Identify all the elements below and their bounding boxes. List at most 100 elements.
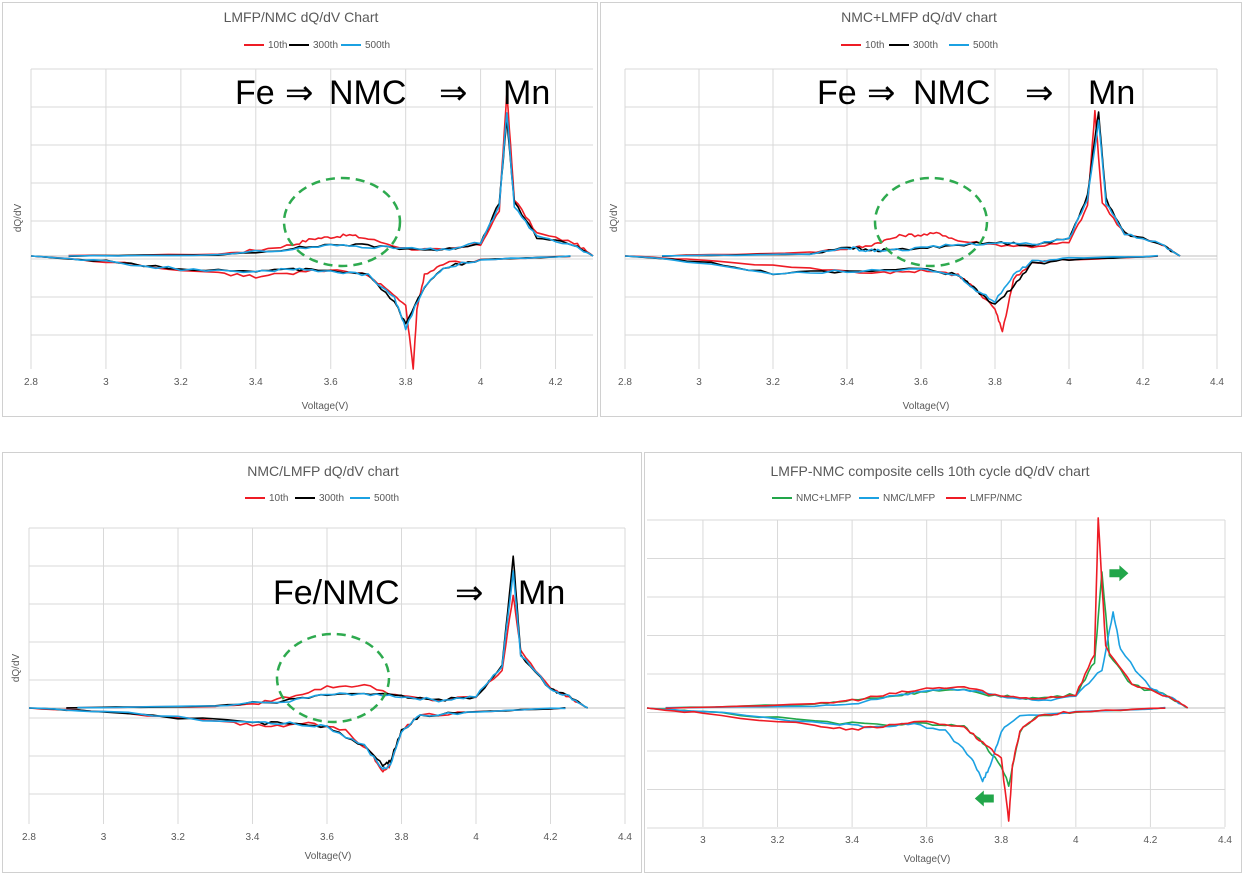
x-tick-label: 4.2 [1136,377,1150,388]
annotation-arrow-1: ⇒ [285,74,314,112]
x-tick-label: 4.4 [1218,835,1232,846]
annotation-mn: Mn [1088,74,1135,112]
legend-label-300th: 300th [319,493,344,504]
chart-svg-nmc-lmfp: NMC/LMFP dQ/dV chart 10th 300th 500th 2.… [11,463,632,862]
x-axis-ticks: 2.8 3 3.2 3.4 3.6 3.8 4 4.2 [24,377,563,388]
x-tick-label: 3.2 [771,835,785,846]
x-tick-label: 3 [101,832,107,843]
shift-arrows [974,565,1129,807]
annotation-arrow-1: ⇒ [867,74,896,112]
x-tick-label: 2.8 [618,377,632,388]
chart-legend: 10th 300th 500th [244,40,390,51]
chart-title: NMC+LMFP dQ/dV chart [841,9,997,25]
x-tick-label: 3.2 [174,377,188,388]
x-tick-label: 3.6 [324,377,338,388]
grid [30,68,593,369]
chart-legend: 10th 300th 500th [841,40,998,51]
annotation-arrow-2: ⇒ [439,74,468,112]
x-tick-label: 3.8 [395,832,409,843]
series-lines [30,93,594,370]
x-axis-label: Voltage(V) [305,851,352,862]
chart-title: NMC/LMFP dQ/dV chart [247,463,399,479]
annotation-arrow: ⇒ [455,574,484,612]
chart-legend: NMC+LMFP NMC/LMFP LMFP/NMC [772,493,1022,504]
chart-svg-nmc-plus-lmfp: NMC+LMFP dQ/dV chart 10th 300th 500th 2.… [609,9,1224,412]
x-tick-label: 3.6 [320,832,334,843]
annotation-nmc: NMC [913,74,990,112]
legend-label-500th: 500th [374,493,399,504]
x-axis-label: Voltage(V) [903,401,950,412]
annotation-fe: Fe [235,74,275,112]
x-tick-label: 3 [696,377,702,388]
series-line-discharge [646,707,1166,822]
x-tick-label: 4 [473,832,479,843]
legend-label-10th: 10th [269,493,288,504]
grid [624,68,1218,369]
annotation-nmc: NMC [329,74,406,112]
series-line-discharge [646,707,1166,787]
x-tick-label: 3.8 [399,377,413,388]
x-tick-label: 3 [103,377,109,388]
legend-label-lmfp-nmc: LMFP/NMC [970,493,1022,504]
series-line-discharge [28,707,566,770]
highlight-ellipse [873,176,989,268]
series-line-charge [665,517,1189,710]
x-axis-label: Voltage(V) [904,854,951,865]
annotation-arrow-2: ⇒ [1025,74,1054,112]
annotation-mn: Mn [503,74,550,112]
legend-label-10th: 10th [268,40,287,51]
x-tick-label: 4 [478,377,484,388]
legend-label-300th: 300th [313,40,338,51]
series-lines [646,517,1189,822]
legend-label-500th: 500th [973,40,998,51]
x-tick-label: 3.4 [840,377,854,388]
x-tick-label: 3.6 [920,835,934,846]
grid [647,519,1226,829]
legend-label-500th: 500th [365,40,390,51]
chart-panel-lmfp-nmc: LMFP/NMC dQ/dV Chart 10th 300th 500th 2.… [2,2,598,417]
x-tick-label: 3.2 [171,832,185,843]
series-line-charge [665,611,1189,709]
series-line-discharge [624,255,1158,333]
x-tick-label: 3.4 [249,377,263,388]
y-axis-label: dQ/dV [13,204,24,233]
x-tick-label: 4.2 [549,377,563,388]
x-tick-label: 4 [1073,835,1079,846]
series-line-discharge [30,255,571,325]
x-axis-ticks: 2.8 3 3.2 3.4 3.6 3.8 4 4.2 4.4 [618,377,1224,388]
x-tick-label: 4.4 [1210,377,1224,388]
x-tick-label: 3.4 [246,832,260,843]
x-tick-label: 3.4 [845,835,859,846]
x-tick-label: 4 [1066,377,1072,388]
annotation-fe-nmc: Fe/NMC [273,574,400,612]
legend-label-10th: 10th [865,40,884,51]
legend-label-nmc-lmfp: NMC/LMFP [883,493,936,504]
x-axis-ticks: 2.8 3 3.2 3.4 3.6 3.8 4 4.2 4.4 [22,832,632,843]
series-lines [624,109,1181,333]
chart-legend: 10th 300th 500th [245,493,399,504]
series-line-discharge [30,255,571,370]
legend-label-nmc-plus-lmfp: NMC+LMFP [796,493,852,504]
series-line-discharge [624,254,1158,304]
chart-panel-composite-10th: LMFP-NMC composite cells 10th cycle dQ/d… [644,452,1242,873]
shift-arrow-left-icon [974,790,994,807]
annotation-fe: Fe [817,74,857,112]
series-line-discharge [646,706,1166,783]
x-axis-ticks: 3 3.2 3.4 3.6 3.8 4 4.2 4.4 [700,835,1232,846]
x-tick-label: 4.2 [544,832,558,843]
series-line-discharge [624,255,1158,305]
x-tick-label: 2.8 [24,377,38,388]
chart-svg-lmfp-nmc: LMFP/NMC dQ/dV Chart 10th 300th 500th 2.… [13,9,594,412]
chart-title: LMFP/NMC dQ/dV Chart [224,9,379,25]
grid [28,527,626,824]
x-tick-label: 2.8 [22,832,36,843]
chart-svg-composite-10th: LMFP-NMC composite cells 10th cycle dQ/d… [646,463,1232,865]
series-line-charge [661,119,1181,257]
x-tick-label: 3.8 [988,377,1002,388]
highlight-ellipse [282,176,402,268]
x-axis-label: Voltage(V) [302,401,349,412]
chart-panel-nmc-lmfp: NMC/LMFP dQ/dV chart 10th 300th 500th 2.… [2,452,642,873]
series-line-discharge [30,255,571,331]
x-tick-label: 4.2 [1143,835,1157,846]
y-axis-label: dQ/dV [609,204,620,233]
